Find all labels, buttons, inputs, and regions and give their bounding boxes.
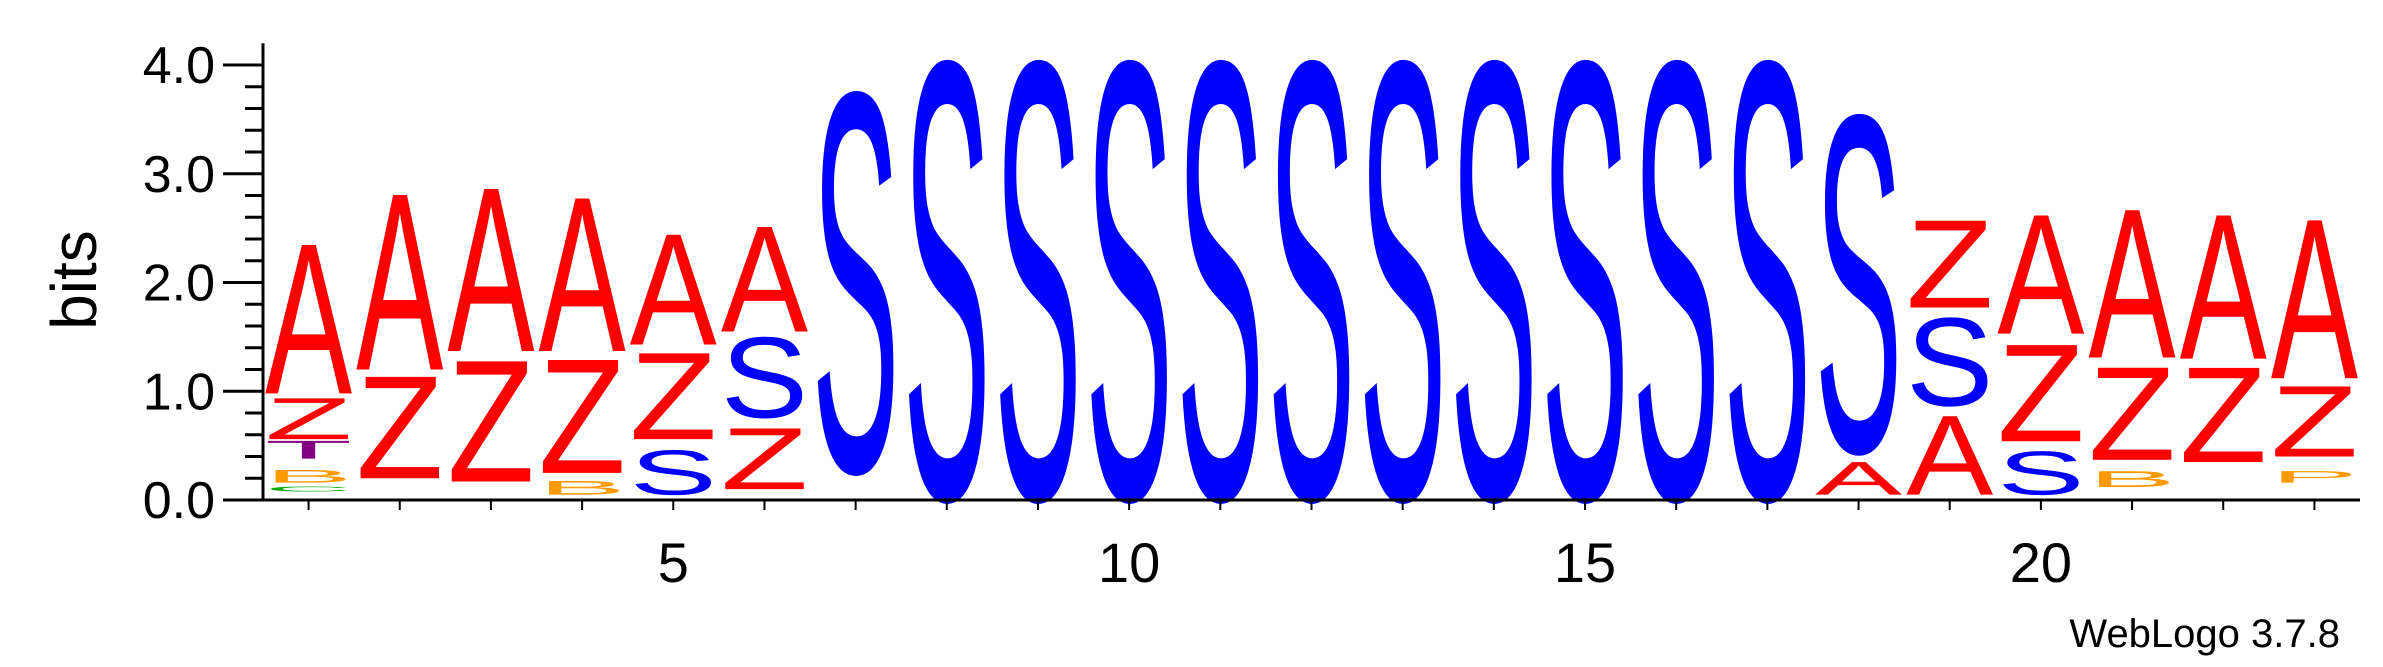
logo-letter-s: S — [812, 0, 900, 586]
x-tick-label: 10 — [1098, 531, 1160, 594]
logo-letter-s: S — [1815, 14, 1903, 553]
y-tick-label: 2.0 — [143, 255, 215, 313]
logo-letter-a: A — [2088, 163, 2175, 403]
logo-letter-a: A — [1906, 391, 1993, 518]
logo-letter-p: P — [2271, 467, 2359, 486]
logo-letter-s: S — [721, 314, 809, 443]
logo-letter-z: Z — [265, 386, 353, 452]
logo-letter-z: Z — [538, 325, 626, 508]
y-tick-label: 1.0 — [143, 363, 215, 421]
y-tick-label: 4.0 — [143, 37, 215, 95]
logo-letter-b: B — [265, 466, 353, 486]
logo-letter-z: Z — [447, 323, 535, 519]
logo-letter-s: S — [1177, 0, 1265, 632]
logo-letter-c: C — [265, 484, 353, 492]
x-tick-label: 15 — [1554, 531, 1616, 594]
logo-letter-s: S — [903, 0, 991, 632]
logo-letter-s: S — [1359, 0, 1447, 632]
logo-letter-z: Z — [1997, 315, 2085, 471]
logo-letter-z: Z — [2088, 340, 2176, 489]
logo-letter-a: A — [1997, 179, 2084, 370]
x-tick-label: 5 — [658, 531, 689, 594]
logo-letter-a: A — [2271, 171, 2358, 428]
logo-letter-a: A — [630, 200, 717, 378]
logo-letter-z: Z — [356, 344, 444, 509]
logo-letter-z: Z — [2271, 366, 2359, 479]
logo-letter-s: S — [1906, 293, 1994, 433]
logo-letter-a: A — [2180, 171, 2267, 403]
logo-letter-t: T — [265, 435, 353, 464]
logo-letter-s: S — [1997, 438, 2085, 508]
axis-layer: 0.0 1.0 2.0 3.0 4.0 5 10 15 20 — [143, 37, 2360, 594]
logo-letter-s: S — [1450, 0, 1538, 632]
logo-letter-a: A — [721, 195, 809, 364]
logo-letter-s: S — [630, 437, 718, 508]
logo-letter-b: B — [538, 477, 626, 499]
logo-letter-s: S — [1268, 0, 1356, 632]
logo-letter-s: S — [994, 0, 1082, 632]
logo-letter-a: A — [447, 140, 534, 402]
logo-letter-a: A — [265, 199, 352, 440]
logo-letter-z: Z — [721, 410, 809, 509]
y-tick-label: 0.0 — [143, 472, 215, 530]
logo-letter-z: Z — [1906, 194, 1994, 335]
logo-letter-s: S — [1541, 0, 1629, 632]
logo-letter-b: B — [2088, 466, 2176, 491]
y-axis-label: bits — [38, 230, 110, 330]
logo-letter-z: Z — [630, 327, 718, 466]
logo-letter-a: A — [1815, 452, 1903, 505]
logo-letter-s: S — [1724, 0, 1812, 632]
logo-letter-z: Z — [2179, 338, 2267, 491]
logo-letter-a: A — [539, 150, 627, 399]
logo-letter-s: S — [1632, 0, 1720, 632]
y-tick-label: 3.0 — [143, 146, 215, 204]
x-tick-label: 20 — [2010, 531, 2072, 594]
weblogo-credit: WebLogo 3.7.8 — [2069, 612, 2340, 656]
logo-letter-a: A — [356, 139, 443, 423]
logo-letter-s: S — [1085, 0, 1173, 632]
